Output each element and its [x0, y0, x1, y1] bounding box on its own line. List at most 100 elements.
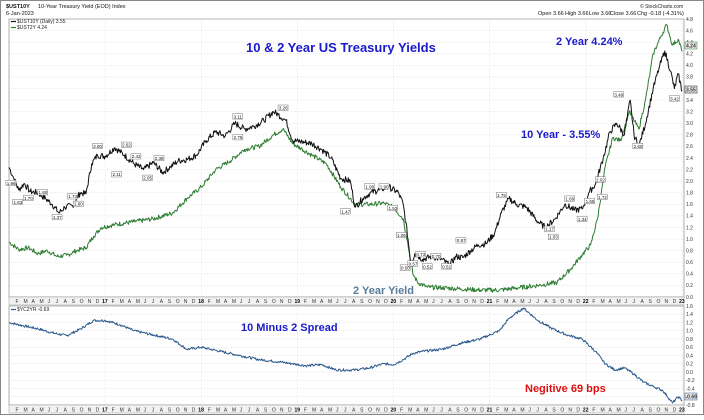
month-tick: M [24, 299, 28, 305]
month-tick: M [424, 408, 428, 414]
lower-y-tick: -0.2 [686, 378, 695, 384]
month-tick: N [472, 299, 476, 305]
annotation-10y: 10 Year - 3.55% [521, 129, 601, 141]
month-tick: M [328, 299, 332, 305]
month-tick: A [320, 299, 324, 305]
month-tick: J [144, 408, 147, 414]
month-tick: J [336, 299, 339, 305]
point-label-box [584, 198, 595, 204]
point-label: 0.73 [416, 252, 425, 257]
year-tick: 21 [487, 299, 493, 305]
point-label: 1.17 [545, 227, 554, 232]
point-label-box [142, 174, 153, 181]
month-tick: J [144, 299, 147, 305]
month-tick: O [657, 299, 661, 305]
month-tick: F [112, 299, 115, 305]
month-tick: N [665, 408, 669, 414]
point-label-box [595, 176, 606, 183]
month-tick: F [304, 408, 307, 414]
point-label: 1.47 [341, 209, 350, 214]
month-tick: M [232, 408, 236, 414]
month-tick: O [657, 408, 661, 414]
month-tick: D [288, 299, 292, 305]
point-label: 1.65 [586, 199, 595, 204]
month-tick: A [32, 299, 36, 305]
point-label: 0.50 [401, 265, 410, 270]
point-label: 1.72 [598, 195, 607, 200]
value-tag-spread [684, 392, 698, 401]
upper-point-labels: 1.96 1.631.70 1.80 1.37 1.73 1.60 2.60 2.62 2.11… [5, 91, 680, 270]
point-label: 2.02 [596, 177, 605, 182]
point-label-box [422, 263, 433, 270]
upper-y-tick: 1.8 [686, 191, 693, 197]
value-tag-spread-text: -0.69 [686, 395, 698, 401]
header-low: Low 3.66 [589, 11, 611, 17]
point-label-box [73, 200, 84, 207]
point-label-box [378, 183, 390, 190]
lower-y-tick: -0.4 [686, 386, 695, 392]
lower-y-tick: 0.8 [686, 337, 693, 343]
month-tick: M [504, 408, 508, 414]
month-tick: S [360, 299, 364, 305]
lower-series-group [8, 307, 683, 404]
month-tick: J [48, 408, 51, 414]
month-tick: A [128, 299, 132, 305]
month-tick: S [264, 299, 268, 305]
year-tick: 20 [391, 299, 397, 305]
point-label: 2.39 [155, 156, 164, 161]
upper-y-tick: 0.4 [686, 272, 693, 278]
point-label-box [548, 233, 559, 240]
lower-date-strip [8, 404, 685, 414]
month-tick: J [48, 299, 51, 305]
month-tick: M [520, 408, 524, 414]
month-tick: N [665, 299, 669, 305]
upper-y-tick: 4.0 [686, 63, 693, 69]
month-tick: O [560, 299, 564, 305]
point-label-box [441, 263, 452, 270]
month-tick: O [176, 408, 180, 414]
point-label: 1.73 [68, 194, 77, 199]
point-label: 1.60 [74, 202, 83, 207]
month-tick: J [248, 408, 251, 414]
point-label: 1.53 [388, 206, 397, 211]
upper-y-tick: 4.2 [686, 52, 693, 58]
point-label: 1.34 [578, 217, 587, 222]
month-tick: F [592, 299, 595, 305]
month-tick: S [456, 299, 460, 305]
month-tick: O [368, 408, 372, 414]
point-label-box [496, 192, 507, 199]
series-line-spread [8, 307, 683, 404]
legend-2y: $UST2Y 4.24 [17, 25, 47, 31]
month-tick: F [208, 299, 211, 305]
point-label-box [613, 91, 624, 98]
point-label-box [564, 195, 575, 202]
month-tick: A [256, 299, 260, 305]
month-tick: J [152, 299, 155, 305]
point-label-box [277, 104, 289, 111]
month-tick: D [480, 299, 484, 305]
month-tick: N [88, 408, 92, 414]
point-label: 1.90 [365, 184, 374, 189]
lower-y-tick: 1.0 [686, 329, 693, 335]
month-tick: D [384, 408, 388, 414]
upper-legend: $UST10Y (Daily) 3.55 $UST2Y 4.24 [11, 19, 66, 31]
month-tick: A [448, 408, 452, 414]
point-label-box [396, 232, 407, 239]
month-tick: J [528, 408, 531, 414]
month-tick: J [344, 299, 347, 305]
upper-y-tick: 2.0 [686, 179, 693, 185]
point-label: 0.57 [409, 261, 418, 266]
upper-y-tick: 0.8 [686, 248, 693, 254]
month-tick: D [576, 408, 580, 414]
month-tick: M [504, 299, 508, 305]
year-tick: 18 [198, 408, 204, 414]
upper-y-tick: 0.0 [686, 295, 693, 301]
annotation-negative: Negitive 69 bps [525, 383, 606, 395]
month-tick: J [440, 408, 443, 414]
month-tick: S [360, 408, 364, 414]
month-tick: S [72, 299, 76, 305]
series-line-10y [8, 50, 683, 269]
value-tag-10y-text: 3.55 [686, 88, 696, 94]
